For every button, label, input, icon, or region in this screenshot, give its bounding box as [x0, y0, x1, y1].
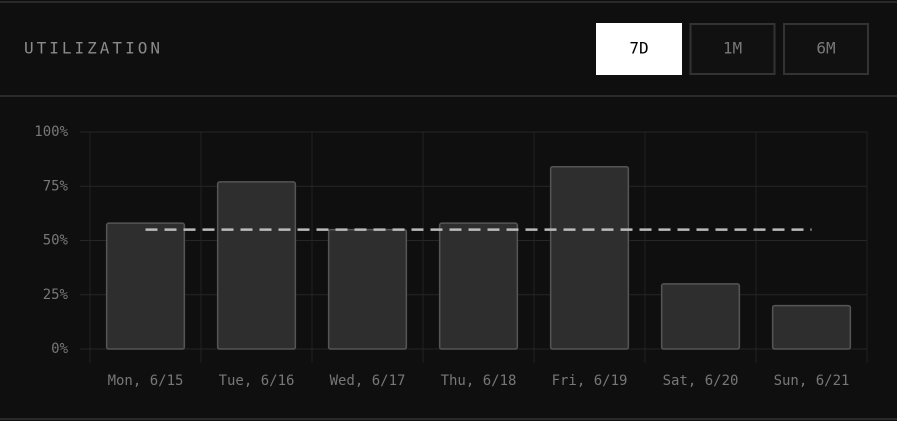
- x-tick-label: Thu, 6/18: [441, 373, 517, 389]
- range-button[interactable]: [689, 23, 776, 75]
- bar: [438, 222, 519, 350]
- bar: [771, 304, 852, 350]
- range-button-label[interactable]: 6M: [816, 39, 835, 58]
- range-button[interactable]: [596, 23, 682, 75]
- y-tick-label: 0%: [51, 341, 68, 357]
- bar: [327, 228, 408, 350]
- y-tick-label: 100%: [34, 124, 68, 140]
- bar: [105, 222, 186, 350]
- chart-title: UTILIZATION: [24, 39, 163, 58]
- range-button-label[interactable]: 1M: [723, 39, 742, 58]
- y-tick-label: 50%: [43, 233, 69, 249]
- x-tick-label: Fri, 6/19: [552, 373, 628, 389]
- y-tick-label: 25%: [43, 287, 69, 303]
- bar: [660, 283, 741, 350]
- y-tick-label: 75%: [43, 178, 69, 194]
- x-tick-label: Sun, 6/21: [774, 373, 850, 389]
- bar: [216, 181, 297, 350]
- range-button-label[interactable]: 7D: [629, 39, 648, 58]
- range-button[interactable]: [783, 23, 869, 75]
- x-tick-label: Sat, 6/20: [663, 373, 739, 389]
- x-tick-label: Mon, 6/15: [108, 373, 184, 389]
- x-tick-label: Wed, 6/17: [330, 373, 406, 389]
- bar: [549, 165, 630, 350]
- x-tick-label: Tue, 6/16: [219, 373, 295, 389]
